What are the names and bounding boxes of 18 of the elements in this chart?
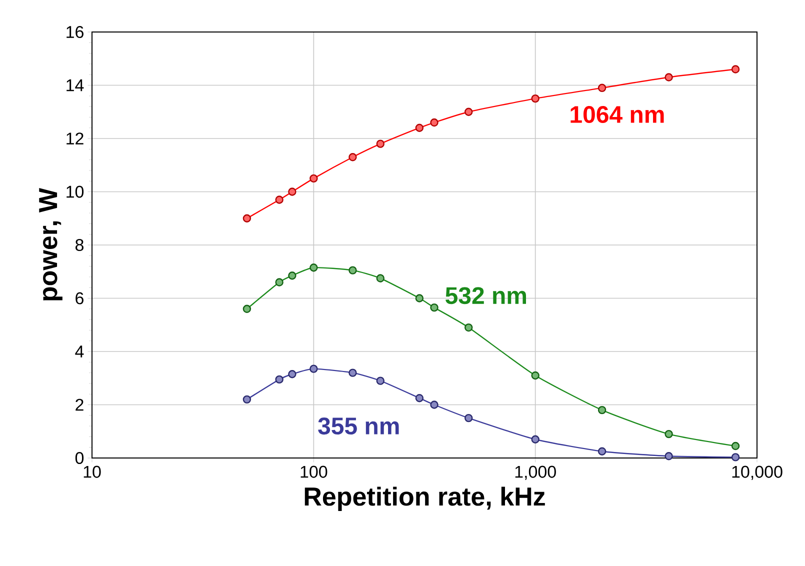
y-tick-label: 12 xyxy=(66,132,84,144)
x-tick-label: 100 xyxy=(300,466,328,478)
y-axis-title: power, W xyxy=(39,188,62,300)
series-label: 532 nm xyxy=(446,287,526,304)
y-tick-label: 6 xyxy=(76,292,84,304)
y-tick-label: 0 xyxy=(75,452,84,464)
y-tick-label: 4 xyxy=(75,346,84,358)
y-tick-label: 16 xyxy=(66,26,84,38)
x-tick-label: 1,000 xyxy=(515,466,556,480)
y-tick-label: 8 xyxy=(76,238,84,252)
series-label: 355 nm xyxy=(318,418,399,435)
x-tick-label: 10 xyxy=(84,466,101,478)
y-tick-label: 2 xyxy=(76,398,84,411)
y-tick-label: 14 xyxy=(66,79,84,92)
y-tick-label: 10 xyxy=(66,186,84,198)
x-axis-title: Repetition rate, kHz xyxy=(304,486,545,511)
series-label: 1064 nm xyxy=(570,106,664,124)
x-tick-label: 10,000 xyxy=(732,466,782,480)
